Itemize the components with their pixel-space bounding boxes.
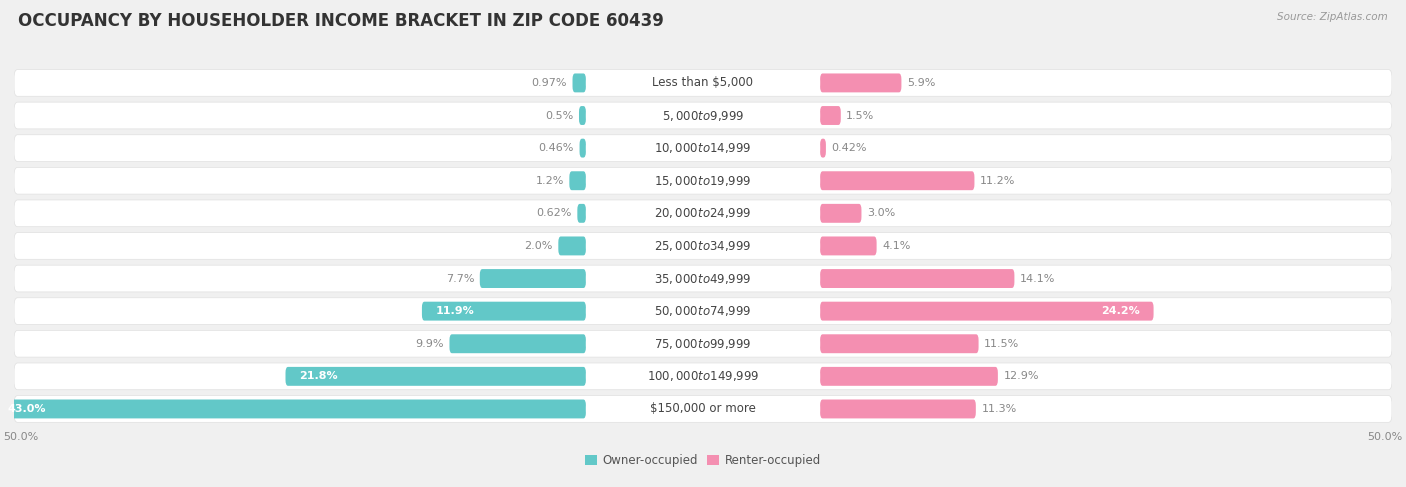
Text: 14.1%: 14.1% (1019, 274, 1056, 283)
FancyBboxPatch shape (14, 395, 1392, 422)
Text: 0.42%: 0.42% (831, 143, 868, 153)
FancyBboxPatch shape (578, 204, 586, 223)
FancyBboxPatch shape (558, 237, 586, 255)
FancyBboxPatch shape (820, 301, 1153, 320)
Text: 43.0%: 43.0% (7, 404, 45, 414)
Text: 11.2%: 11.2% (980, 176, 1015, 186)
FancyBboxPatch shape (820, 237, 876, 255)
Text: 2.0%: 2.0% (524, 241, 553, 251)
Text: $5,000 to $9,999: $5,000 to $9,999 (662, 109, 744, 123)
FancyBboxPatch shape (586, 74, 820, 93)
FancyBboxPatch shape (586, 106, 820, 125)
Text: 1.5%: 1.5% (846, 111, 875, 120)
FancyBboxPatch shape (586, 237, 820, 255)
FancyBboxPatch shape (285, 367, 586, 386)
FancyBboxPatch shape (820, 171, 974, 190)
FancyBboxPatch shape (14, 233, 1392, 259)
Text: 50.0%: 50.0% (1368, 432, 1403, 442)
FancyBboxPatch shape (820, 399, 976, 418)
Text: 11.9%: 11.9% (436, 306, 474, 316)
FancyBboxPatch shape (586, 334, 820, 353)
Text: $75,000 to $99,999: $75,000 to $99,999 (654, 337, 752, 351)
FancyBboxPatch shape (14, 102, 1392, 129)
FancyBboxPatch shape (579, 106, 586, 125)
Text: 24.2%: 24.2% (1101, 306, 1140, 316)
Text: $100,000 to $149,999: $100,000 to $149,999 (647, 369, 759, 383)
FancyBboxPatch shape (479, 269, 586, 288)
Text: $150,000 or more: $150,000 or more (650, 402, 756, 415)
FancyBboxPatch shape (586, 139, 820, 158)
FancyBboxPatch shape (820, 204, 862, 223)
FancyBboxPatch shape (820, 334, 979, 353)
FancyBboxPatch shape (820, 269, 1014, 288)
Text: $25,000 to $34,999: $25,000 to $34,999 (654, 239, 752, 253)
Text: 0.97%: 0.97% (531, 78, 567, 88)
Text: 21.8%: 21.8% (299, 372, 337, 381)
FancyBboxPatch shape (14, 330, 1392, 357)
FancyBboxPatch shape (586, 399, 820, 418)
FancyBboxPatch shape (14, 70, 1392, 96)
FancyBboxPatch shape (820, 74, 901, 93)
FancyBboxPatch shape (820, 367, 998, 386)
FancyBboxPatch shape (14, 265, 1392, 292)
Text: $35,000 to $49,999: $35,000 to $49,999 (654, 272, 752, 285)
Text: 11.5%: 11.5% (984, 339, 1019, 349)
FancyBboxPatch shape (450, 334, 586, 353)
Text: 50.0%: 50.0% (3, 432, 38, 442)
Legend: Owner-occupied, Renter-occupied: Owner-occupied, Renter-occupied (585, 454, 821, 467)
FancyBboxPatch shape (14, 168, 1392, 194)
FancyBboxPatch shape (579, 139, 586, 158)
FancyBboxPatch shape (14, 363, 1392, 390)
Text: $50,000 to $74,999: $50,000 to $74,999 (654, 304, 752, 318)
Text: $20,000 to $24,999: $20,000 to $24,999 (654, 206, 752, 220)
Text: $10,000 to $14,999: $10,000 to $14,999 (654, 141, 752, 155)
Text: 0.5%: 0.5% (546, 111, 574, 120)
Text: 0.62%: 0.62% (537, 208, 572, 218)
Text: 7.7%: 7.7% (446, 274, 474, 283)
FancyBboxPatch shape (569, 171, 586, 190)
FancyBboxPatch shape (586, 171, 820, 190)
FancyBboxPatch shape (422, 301, 586, 320)
Text: 4.1%: 4.1% (882, 241, 911, 251)
FancyBboxPatch shape (586, 204, 820, 223)
FancyBboxPatch shape (820, 139, 825, 158)
FancyBboxPatch shape (0, 399, 586, 418)
Text: Source: ZipAtlas.com: Source: ZipAtlas.com (1277, 12, 1388, 22)
FancyBboxPatch shape (586, 269, 820, 288)
FancyBboxPatch shape (586, 301, 820, 320)
Text: 5.9%: 5.9% (907, 78, 935, 88)
FancyBboxPatch shape (820, 106, 841, 125)
FancyBboxPatch shape (14, 200, 1392, 227)
FancyBboxPatch shape (572, 74, 586, 93)
Text: OCCUPANCY BY HOUSEHOLDER INCOME BRACKET IN ZIP CODE 60439: OCCUPANCY BY HOUSEHOLDER INCOME BRACKET … (18, 12, 664, 30)
FancyBboxPatch shape (14, 135, 1392, 162)
Text: 1.2%: 1.2% (536, 176, 564, 186)
Text: Less than $5,000: Less than $5,000 (652, 76, 754, 90)
FancyBboxPatch shape (586, 367, 820, 386)
Text: 3.0%: 3.0% (868, 208, 896, 218)
Text: 0.46%: 0.46% (538, 143, 574, 153)
Text: $15,000 to $19,999: $15,000 to $19,999 (654, 174, 752, 187)
Text: 12.9%: 12.9% (1004, 372, 1039, 381)
Text: 9.9%: 9.9% (415, 339, 444, 349)
FancyBboxPatch shape (14, 298, 1392, 324)
Text: 11.3%: 11.3% (981, 404, 1017, 414)
